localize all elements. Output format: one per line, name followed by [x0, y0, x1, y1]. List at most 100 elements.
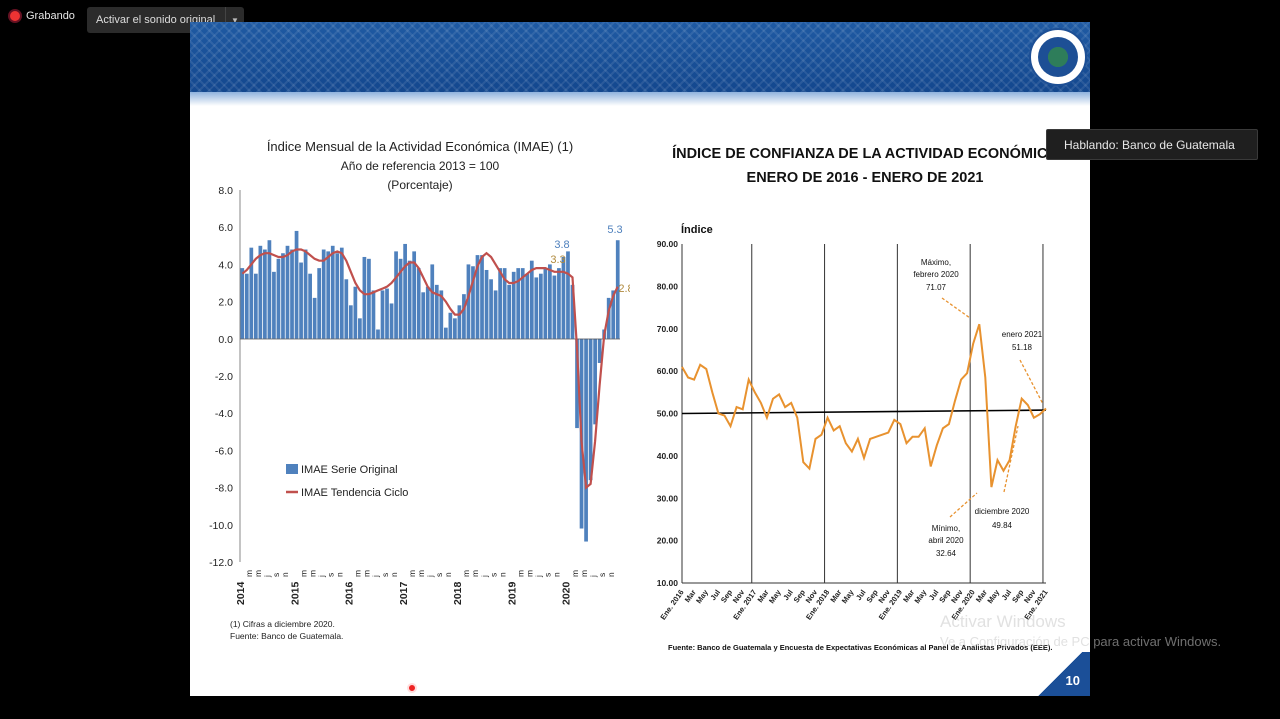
ann-max-arrow: [941, 297, 971, 319]
imae-bar: [344, 279, 349, 339]
imae-bar: [606, 297, 611, 339]
imae-footnote-2: Fuente: Banco de Guatemala.: [230, 631, 343, 641]
imae-bar: [466, 264, 471, 339]
imae-month-label: m: [407, 570, 417, 577]
imae-bar: [425, 286, 430, 339]
ann-max-1: Máximo,: [921, 258, 951, 267]
imae-bar: [493, 290, 498, 339]
imae-bar: [272, 271, 276, 339]
imae-bar: [294, 230, 299, 339]
imae-bar: [339, 247, 344, 339]
imae-month-label: n: [389, 572, 399, 577]
imae-bar: [566, 251, 570, 339]
imae-bar: [462, 294, 466, 339]
imae-month-label: n: [335, 572, 345, 577]
ann-min-arrow: [949, 492, 978, 518]
imae-ytick: 0.0: [218, 334, 233, 346]
legend-bar-swatch: [286, 464, 298, 474]
imae-month-label: m: [579, 570, 589, 577]
imae-bar: [290, 249, 294, 339]
imae-bar: [380, 290, 385, 339]
imae-bar: [489, 279, 493, 339]
imae-bar: [570, 284, 575, 339]
chevron-down-icon[interactable]: ▼: [225, 7, 244, 33]
imae-label-3.3: 3.3: [550, 254, 565, 266]
imae-month-label: j: [479, 575, 489, 578]
recording-indicator: Grabando: [10, 10, 75, 22]
windows-activation-watermark: Activar Windows Ve a Configuración de PC…: [940, 612, 1221, 649]
imae-month-label: j: [588, 575, 598, 578]
imae-ytick: -4.0: [215, 408, 233, 420]
imae-bar: [240, 268, 245, 339]
imae-bar: [593, 338, 597, 425]
imae-ytick: -8.0: [215, 483, 233, 495]
imae-bar: [367, 258, 371, 339]
imae-year-label: 2017: [398, 581, 410, 605]
imae-bar: [588, 338, 593, 481]
imae-month-label: j: [534, 575, 544, 578]
imae-bar: [543, 268, 548, 339]
imae-bar: [326, 251, 331, 339]
imae-bar: [548, 264, 552, 339]
slide-header-banner: [190, 22, 1090, 92]
imae-bar: [430, 264, 435, 339]
icae-ytick: 60.00: [657, 366, 679, 376]
imae-year-label: 2015: [289, 581, 301, 605]
imae-bar: [538, 273, 543, 339]
icae-annotation-max: Máximo, febrero 2020 71.07: [913, 258, 971, 319]
imae-legend: IMAE Serie Original IMAE Tendencia Ciclo: [286, 464, 408, 499]
unmute-original-audio-button[interactable]: Activar el sonido original ▼: [87, 7, 244, 33]
imae-bar: [484, 269, 489, 339]
icae-ytick: 70.00: [657, 324, 679, 334]
icae-annotation-dec: diciembre 2020 49.84: [975, 425, 1030, 530]
imae-bar: [412, 251, 417, 339]
icae-series-line: [681, 323, 1047, 488]
imae-month-label: s: [488, 573, 498, 577]
imae-bar: [407, 260, 412, 339]
imae-bar: [398, 258, 403, 339]
imae-chart: Índice Mensual de la Actividad Económica…: [209, 139, 630, 641]
imae-bar: [358, 318, 362, 339]
imae-bar: [552, 275, 557, 339]
imae-ytick: -2.0: [215, 371, 233, 383]
icae-xtick: Sep: [865, 588, 881, 605]
imae-bar: [511, 271, 516, 339]
imae-bar: [498, 268, 502, 339]
imae-ytick: -10.0: [209, 520, 233, 532]
imae-year-label: 2014: [235, 581, 247, 605]
imae-bar: [276, 258, 281, 339]
imae-month-label: n: [552, 572, 562, 577]
imae-bar: [312, 297, 317, 339]
imae-ytick: 8.0: [218, 185, 233, 197]
ann-max-2: febrero 2020: [913, 270, 959, 279]
legend-original: IMAE Serie Original: [301, 464, 398, 476]
imae-bar: [507, 284, 512, 339]
slide-number-corner: 10: [1030, 652, 1090, 696]
imae-subtitle2: (Porcentaje): [387, 178, 452, 192]
imae-bar: [421, 292, 426, 339]
imae-bar: [253, 273, 258, 339]
imae-bar: [330, 245, 335, 339]
imae-bar: [362, 256, 367, 339]
icae-xtick: Ene. 2016: [658, 588, 685, 622]
imae-month-label: m: [298, 570, 308, 577]
imae-bar: [353, 286, 358, 339]
ann-min-3: 32.64: [936, 549, 957, 558]
imae-bar: [480, 255, 484, 339]
imae-bar: [529, 260, 534, 339]
icae-ytick: 10.00: [657, 578, 679, 588]
pointer-indicator: [407, 683, 417, 693]
imae-month-label: m: [461, 570, 471, 577]
icae-title-line1: ÍNDICE DE CONFIANZA DE LA ACTIVIDAD ECON…: [672, 144, 1058, 162]
icae-ytick: 20.00: [657, 536, 679, 546]
imae-ytick: 2.0: [218, 297, 233, 309]
imae-month-label: s: [597, 573, 607, 577]
ann-min-2: abril 2020: [928, 536, 964, 545]
active-speaker-tooltip: Hablando: Banco de Guatemala: [1046, 129, 1258, 160]
imae-bar: [525, 273, 530, 339]
imae-bar: [475, 255, 480, 339]
icae-ylabel: Índice: [681, 223, 713, 236]
imae-month-label: n: [280, 572, 290, 577]
imae-month-label: m: [416, 570, 426, 577]
imae-label-2.8: 2.8: [618, 283, 630, 295]
